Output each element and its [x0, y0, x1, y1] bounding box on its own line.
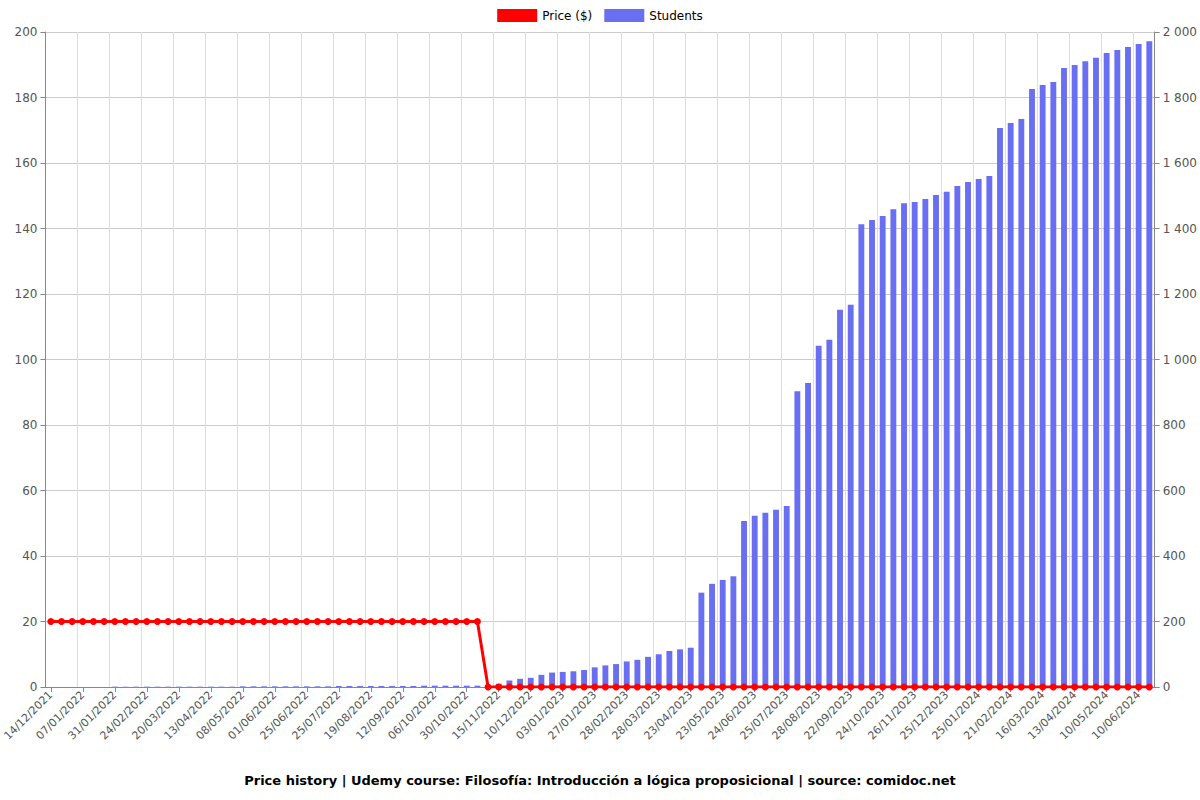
svg-text:25/06/2022: 25/06/2022: [257, 688, 312, 743]
svg-text:80: 80: [22, 418, 37, 432]
svg-text:0: 0: [1163, 680, 1171, 694]
svg-text:20/03/2022: 20/03/2022: [129, 688, 184, 743]
svg-text:27/01/2023: 27/01/2023: [545, 688, 600, 743]
svg-text:06/10/2022: 06/10/2022: [385, 688, 440, 743]
svg-text:10/12/2022: 10/12/2022: [481, 688, 536, 743]
svg-text:19/08/2022: 19/08/2022: [321, 688, 376, 743]
svg-text:01/06/2022: 01/06/2022: [225, 688, 280, 743]
svg-text:1 200: 1 200: [1163, 287, 1197, 301]
svg-text:14/12/2021: 14/12/2021: [1, 688, 56, 743]
svg-text:0: 0: [30, 680, 38, 694]
svg-text:24/10/2023: 24/10/2023: [833, 688, 888, 743]
svg-text:22/09/2023: 22/09/2023: [801, 688, 856, 743]
svg-text:15/11/2022: 15/11/2022: [449, 688, 504, 743]
svg-text:24/06/2023: 24/06/2023: [705, 688, 760, 743]
svg-text:2 000: 2 000: [1163, 25, 1197, 39]
svg-text:1 000: 1 000: [1163, 353, 1197, 367]
svg-text:1 400: 1 400: [1163, 222, 1197, 236]
svg-text:1 800: 1 800: [1163, 91, 1197, 105]
svg-text:400: 400: [1163, 549, 1186, 563]
svg-text:31/01/2022: 31/01/2022: [65, 688, 120, 743]
svg-text:200: 200: [1163, 615, 1186, 629]
svg-text:10/05/2024: 10/05/2024: [1057, 688, 1112, 743]
svg-text:25/07/2022: 25/07/2022: [289, 688, 344, 743]
svg-text:13/04/2022: 13/04/2022: [161, 688, 216, 743]
svg-text:10/06/2024: 10/06/2024: [1089, 688, 1143, 742]
svg-text:25/01/2024: 25/01/2024: [929, 688, 984, 743]
svg-text:160: 160: [15, 156, 38, 170]
svg-text:23/04/2023: 23/04/2023: [641, 688, 696, 743]
svg-text:600: 600: [1163, 484, 1186, 498]
svg-text:07/01/2022: 07/01/2022: [33, 688, 88, 743]
svg-text:28/03/2023: 28/03/2023: [609, 688, 664, 743]
svg-text:60: 60: [22, 484, 37, 498]
svg-text:800: 800: [1163, 418, 1186, 432]
svg-text:12/09/2022: 12/09/2022: [353, 688, 408, 743]
svg-text:180: 180: [15, 91, 38, 105]
svg-text:25/07/2023: 25/07/2023: [737, 688, 792, 743]
svg-text:03/01/2023: 03/01/2023: [513, 688, 568, 743]
svg-text:Students: Students: [649, 9, 703, 23]
svg-text:20: 20: [22, 615, 37, 629]
svg-text:23/05/2023: 23/05/2023: [673, 688, 728, 743]
svg-text:30/10/2022: 30/10/2022: [417, 688, 472, 743]
svg-text:21/02/2024: 21/02/2024: [961, 688, 1016, 743]
svg-text:100: 100: [15, 353, 38, 367]
svg-text:200: 200: [15, 25, 38, 39]
svg-text:08/05/2022: 08/05/2022: [193, 688, 248, 743]
svg-text:25/12/2023: 25/12/2023: [897, 688, 952, 743]
svg-text:16/03/2024: 16/03/2024: [993, 688, 1048, 743]
svg-text:Price ($): Price ($): [542, 9, 592, 23]
svg-text:1 600: 1 600: [1163, 156, 1197, 170]
svg-text:40: 40: [22, 549, 37, 563]
svg-text:120: 120: [15, 287, 38, 301]
svg-text:140: 140: [15, 222, 38, 236]
svg-text:Price history | Udemy course:: Price history | Udemy course: Filosofía:…: [244, 773, 956, 788]
svg-text:13/04/2024: 13/04/2024: [1025, 688, 1080, 743]
svg-text:24/02/2022: 24/02/2022: [97, 688, 152, 743]
svg-text:28/08/2023: 28/08/2023: [769, 688, 824, 743]
svg-text:26/11/2023: 26/11/2023: [865, 688, 920, 743]
svg-text:28/02/2023: 28/02/2023: [577, 688, 632, 743]
